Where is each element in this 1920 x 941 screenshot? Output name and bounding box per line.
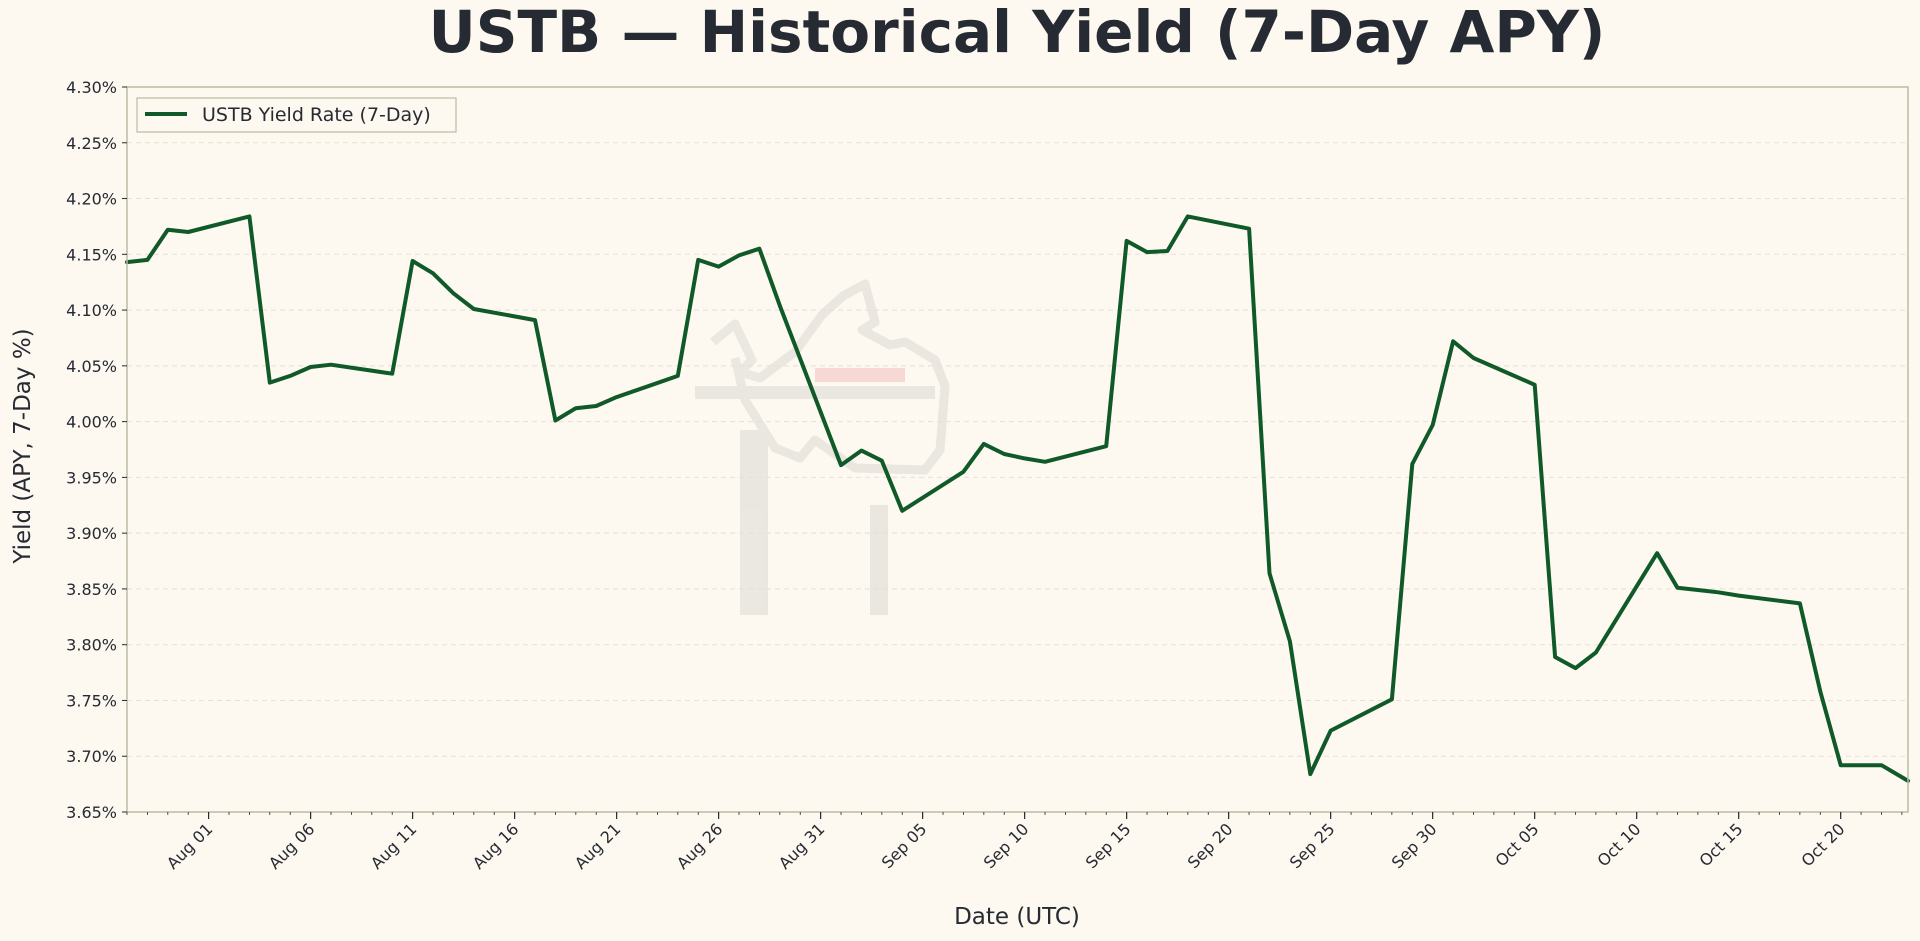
y-tick-label: 3.75%	[66, 691, 117, 710]
data-point	[1329, 728, 1333, 733]
y-tick-label: 4.05%	[66, 357, 117, 376]
data-point	[1553, 655, 1557, 659]
data-point	[1798, 601, 1802, 606]
data-point	[900, 509, 904, 513]
data-point	[1410, 462, 1414, 466]
data-point	[1390, 697, 1394, 701]
data-point	[1859, 763, 1863, 767]
data-point	[615, 395, 619, 399]
legend: USTB Yield Rate (7-Day)	[136, 97, 457, 133]
data-point	[1145, 250, 1149, 254]
legend-box	[136, 97, 457, 133]
y-tick-label: 3.95%	[66, 468, 117, 487]
watermark-outline	[710, 279, 950, 475]
watermark-accent	[815, 368, 905, 382]
data-point	[1023, 456, 1027, 461]
y-tick-label: 4.30%	[66, 78, 117, 97]
series-line	[125, 214, 1910, 783]
data-point	[1451, 339, 1455, 343]
y-axis-label: Yield (APY, 7-Day %)	[10, 328, 36, 564]
x-axis-label: Date (UTC)	[954, 904, 1080, 930]
y-tick-label: 4.15%	[66, 245, 117, 264]
data-point	[839, 463, 843, 467]
data-point	[431, 271, 435, 275]
series-layer	[125, 214, 1910, 783]
data-point	[594, 404, 598, 408]
data-point	[757, 247, 762, 251]
data-point	[145, 258, 150, 262]
data-point	[880, 459, 884, 463]
data-point	[1675, 586, 1680, 590]
watermark-leg-left	[740, 430, 768, 615]
data-point	[1879, 763, 1884, 767]
plot-frame	[126, 86, 1909, 813]
data-point	[247, 214, 252, 218]
data-point	[472, 307, 476, 311]
data-point	[411, 259, 415, 263]
data-point	[1431, 423, 1435, 427]
data-point	[1104, 444, 1108, 448]
data-point	[1043, 460, 1047, 464]
data-point	[309, 365, 313, 369]
data-point	[982, 442, 986, 446]
data-point	[1247, 227, 1251, 231]
data-point	[696, 258, 700, 262]
data-point	[186, 230, 190, 234]
data-point	[1288, 639, 1292, 643]
y-tick-label: 4.25%	[66, 134, 117, 153]
y-tick-label: 4.20%	[66, 190, 117, 209]
chart-title: USTB — Historical Yield (7-Day APY)	[429, 0, 1606, 66]
data-point	[1818, 689, 1822, 694]
y-tick-label: 3.80%	[66, 636, 117, 655]
data-point	[329, 363, 333, 367]
data-point	[1186, 214, 1190, 218]
data-point	[390, 372, 394, 376]
data-point	[1471, 356, 1476, 360]
data-point	[961, 470, 966, 474]
legend-label: USTB Yield Rate (7-Day)	[202, 104, 431, 126]
data-point	[1267, 571, 1272, 575]
watermark-leg-right	[870, 505, 888, 615]
data-point	[1308, 772, 1312, 776]
data-point	[859, 449, 864, 453]
data-point	[268, 380, 272, 385]
data-point	[1839, 763, 1843, 767]
data-point	[778, 304, 782, 308]
y-tick-label: 4.10%	[66, 301, 117, 320]
data-point	[717, 264, 721, 269]
data-point	[1696, 588, 1700, 592]
data-point	[288, 374, 292, 378]
data-point	[1573, 666, 1578, 670]
data-point	[166, 228, 170, 232]
data-point	[451, 291, 456, 295]
data-point	[553, 418, 558, 423]
data-point	[1594, 650, 1598, 655]
data-point	[1165, 249, 1170, 253]
data-point	[737, 253, 741, 258]
y-tick-label: 3.70%	[66, 747, 117, 766]
data-point	[1737, 594, 1741, 598]
data-point	[1655, 551, 1659, 555]
data-point	[1125, 239, 1129, 243]
y-tick-label: 3.65%	[66, 803, 117, 822]
data-point	[1002, 452, 1006, 456]
data-point	[676, 374, 680, 378]
y-tick-label: 3.85%	[66, 580, 117, 599]
data-point	[574, 406, 578, 410]
data-point	[1716, 590, 1720, 594]
data-point	[1533, 383, 1537, 387]
y-axis: 3.65% 3.70% 3.75% 3.80% 3.85% 3.90% 3.95% 4.00%…	[66, 78, 127, 822]
y-tick-label: 4.00%	[66, 413, 117, 432]
y-tick-label: 3.90%	[66, 524, 117, 543]
data-point	[533, 318, 537, 322]
